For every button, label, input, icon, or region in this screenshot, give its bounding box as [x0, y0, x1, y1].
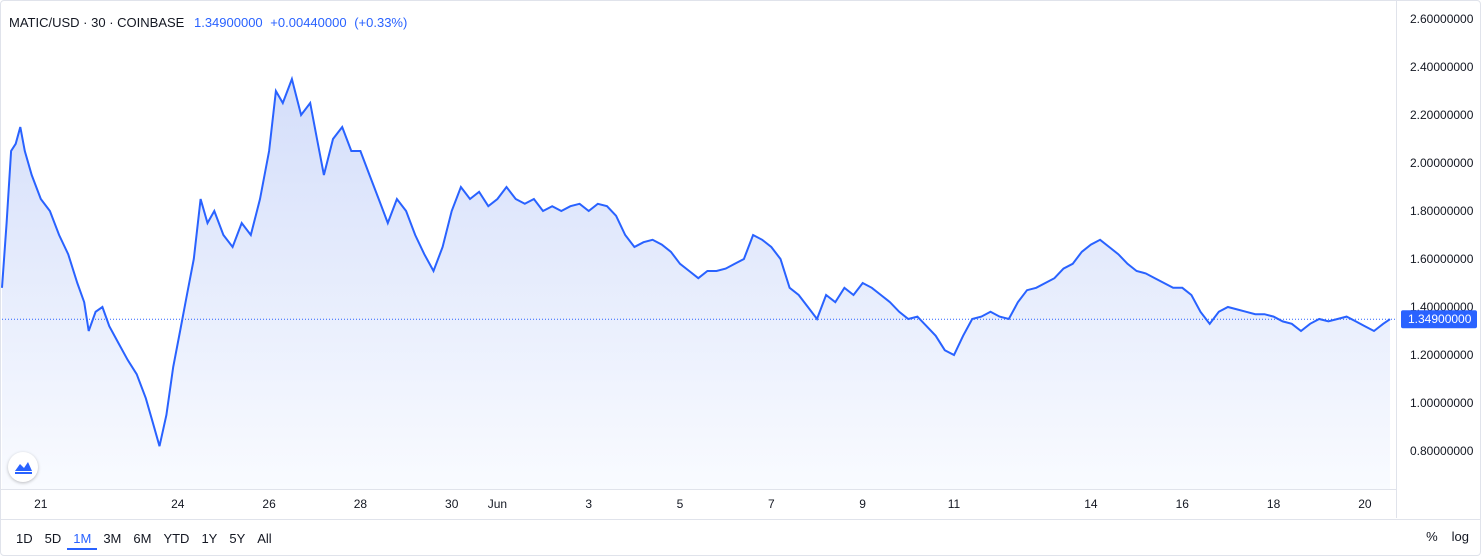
- y-tick-label: 1.20000000: [1410, 348, 1474, 362]
- symbol-legend: MATIC/USD · 30 · COINBASE 1.34900000 +0.…: [9, 15, 407, 30]
- x-tick-label: 21: [34, 497, 48, 511]
- symbol-interval: 30: [91, 15, 106, 30]
- symbol-exchange: COINBASE: [117, 15, 185, 30]
- tradingview-logo-button[interactable]: [8, 452, 38, 482]
- price-area-fill: [2, 79, 1390, 489]
- range-button-6m[interactable]: 6M: [133, 531, 152, 546]
- percent-scale-toggle[interactable]: %: [1426, 529, 1438, 544]
- y-tick-label: 1.60000000: [1410, 252, 1474, 266]
- range-button-1y[interactable]: 1Y: [201, 531, 218, 546]
- y-tick-label: 1.00000000: [1410, 396, 1474, 410]
- x-tick-label: 18: [1267, 497, 1281, 511]
- price-chart[interactable]: 2.60000000 2.40000000 2.20000000 2.00000000…: [0, 0, 1483, 520]
- range-button-1m[interactable]: 1M: [67, 529, 98, 550]
- x-tick-label: 11: [948, 497, 961, 511]
- y-tick-label: 2.20000000: [1410, 108, 1474, 122]
- x-tick-label: 20: [1358, 497, 1372, 511]
- y-tick-label: 1.80000000: [1410, 204, 1474, 218]
- last-price-value: 1.34900000: [193, 15, 263, 30]
- x-tick-label: 7: [768, 497, 775, 511]
- range-button-3m[interactable]: 3M: [103, 531, 122, 546]
- symbol-name[interactable]: MATIC/USD: [9, 15, 80, 30]
- x-tick-label: 28: [354, 497, 368, 511]
- last-price-label: 1.34900000: [1401, 310, 1477, 329]
- x-tick-label: 16: [1176, 497, 1190, 511]
- symbol-sep-2: ·: [109, 15, 118, 30]
- x-tick-label: 14: [1084, 497, 1098, 511]
- price-axis-separator: [1396, 1, 1397, 518]
- y-tick-label: 2.40000000: [1410, 60, 1474, 74]
- y-tick-label: 0.80000000: [1410, 444, 1474, 458]
- time-range-selector: 1D 5D 1M 3M 6M YTD 1Y 5Y All: [10, 529, 278, 550]
- time-axis-separator: [1, 489, 1396, 490]
- y-tick-label: 2.00000000: [1410, 156, 1474, 170]
- tradingview-logo-icon: [15, 462, 32, 474]
- range-button-5d[interactable]: 5D: [44, 531, 62, 546]
- last-price-text: 1.34900000: [1408, 312, 1472, 326]
- range-button-1d[interactable]: 1D: [16, 531, 33, 546]
- price-line: [1, 75, 1391, 447]
- log-scale-toggle[interactable]: log: [1451, 529, 1469, 544]
- x-tick-label: 24: [171, 497, 185, 511]
- range-button-5y[interactable]: 5Y: [229, 531, 246, 546]
- bottom-toolbar: 1D 5D 1M 3M 6M YTD 1Y 5Y All % log: [0, 519, 1481, 555]
- symbol-sep-1: ·: [83, 15, 92, 30]
- range-button-all[interactable]: All: [257, 531, 272, 546]
- range-button-ytd[interactable]: YTD: [163, 531, 190, 546]
- time-axis[interactable]: 21 24 26 28 30 Jun 3 5 7 9 11 14 16 18 20: [34, 497, 1372, 511]
- x-tick-label: 5: [677, 497, 684, 511]
- x-tick-label: 9: [859, 497, 866, 511]
- x-tick-label: 30: [445, 497, 459, 511]
- price-axis[interactable]: 2.60000000 2.40000000 2.20000000 2.00000000…: [1410, 12, 1474, 458]
- x-tick-label: 3: [585, 497, 592, 511]
- scale-options: % log: [1426, 529, 1469, 544]
- x-tick-label: Jun: [488, 497, 507, 511]
- change-value: +0.00440000: [270, 15, 347, 30]
- change-percent: (+0.33%): [354, 15, 408, 30]
- y-tick-label: 2.60000000: [1410, 12, 1474, 26]
- x-tick-label: 26: [262, 497, 276, 511]
